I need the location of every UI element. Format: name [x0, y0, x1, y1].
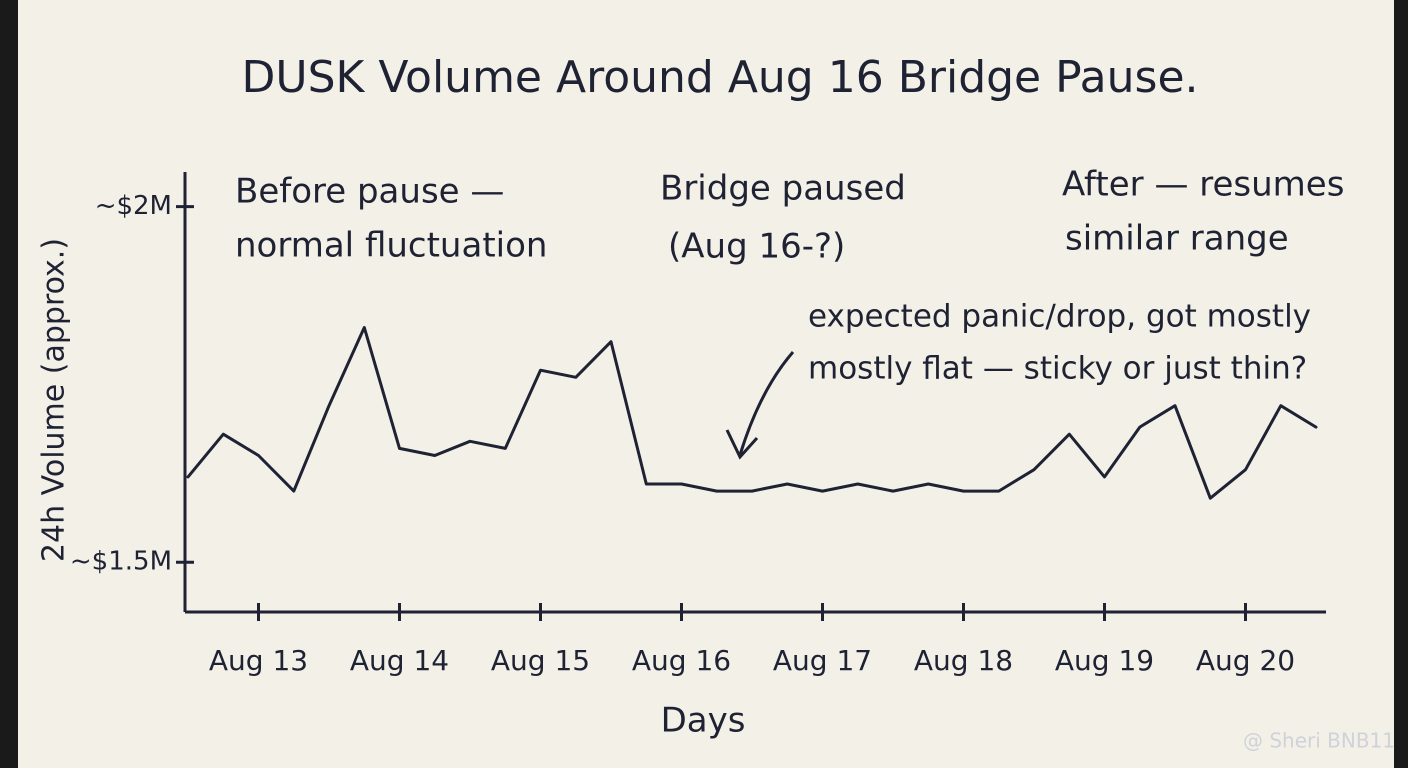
x-tick-label: Aug 14: [350, 644, 449, 677]
watermark: @ Sheri BNB11: [1243, 729, 1395, 753]
x-axis-label: Days: [661, 701, 746, 741]
x-tick-label: Aug 16: [632, 644, 731, 677]
x-tick-label: Aug 18: [914, 644, 1013, 677]
paper: [18, 0, 1394, 768]
x-tick-label: Aug 13: [209, 644, 308, 677]
annotation: normal fluctuation: [235, 226, 547, 266]
x-tick-label: Aug 19: [1055, 644, 1154, 677]
x-tick-label: Aug 20: [1196, 644, 1295, 677]
annotation: Before pause —: [235, 172, 504, 212]
y-tick-label: ~$1.5M: [70, 547, 172, 577]
annotation-arrow: [725, 351, 795, 460]
x-tick-label: Aug 17: [773, 644, 872, 677]
annotation: expected panic/drop, got mostly: [808, 299, 1311, 335]
data-line: [186, 326, 1318, 500]
annotation: Bridge paused: [660, 169, 906, 209]
y-tick-label: ~$2M: [95, 191, 172, 221]
x-tick-label: Aug 15: [491, 644, 590, 677]
annotation: similar range: [1065, 219, 1289, 259]
annotation: mostly flat — sticky or just thin?: [808, 351, 1307, 387]
annotation: After — resumes: [1062, 165, 1344, 205]
annotation: (Aug 16-?): [668, 227, 845, 267]
chart-title: DUSK Volume Around Aug 16 Bridge Pause.: [242, 52, 1199, 103]
y-axis-label: 24h Volume (approx.): [37, 238, 72, 562]
